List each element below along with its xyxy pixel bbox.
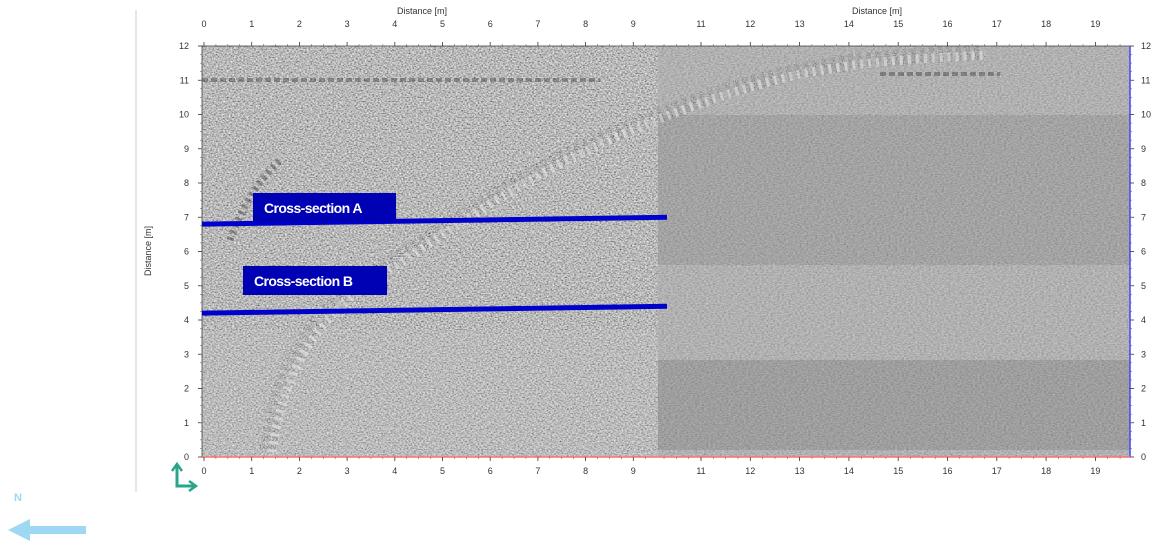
y-tick-label: 9: [1141, 144, 1146, 154]
x-tick-label: 3: [345, 19, 350, 29]
y-tick-label: 6: [184, 247, 189, 257]
x-tick-label: 6: [488, 19, 493, 29]
x-tick-label: 15: [893, 19, 903, 29]
y-tick-label: 2: [1141, 384, 1146, 394]
x-ticks-bottom: 0 1 2 3 4 5 6 7 8 9 11 12 13 14 15 16 17 18 19: [201, 457, 1121, 476]
x-tick-label: 19: [1090, 19, 1100, 29]
x-tick-label: 11: [696, 19, 705, 29]
x-tick-label: 8: [583, 466, 588, 476]
y-tick-label: 4: [1141, 315, 1146, 325]
x-tick-label: 4: [392, 19, 397, 29]
svg-text:Cross-section B: Cross-section B: [254, 273, 353, 289]
x-tick-label: 17: [992, 466, 1002, 476]
x-tick-label: 18: [1041, 466, 1051, 476]
x-tick-label: 15: [893, 466, 903, 476]
x-tick-label: 7: [535, 19, 540, 29]
y-tick-label: 11: [180, 75, 189, 85]
cross-section-a-label: Cross-section A: [253, 193, 396, 222]
x-axis-label-right: Distance [m]: [852, 6, 902, 16]
y-tick-label: 12: [179, 41, 189, 51]
cross-section-b-line: [201, 303, 668, 316]
x-tick-label: 7: [535, 466, 540, 476]
x-tick-label: 14: [844, 19, 854, 29]
x-tick-label: 12: [745, 19, 755, 29]
svg-text:Cross-section A: Cross-section A: [264, 200, 362, 216]
y-tick-label: 5: [184, 281, 189, 291]
x-tick-label: 5: [440, 466, 445, 476]
x-tick-label: 18: [1041, 19, 1051, 29]
y-tick-label: 5: [1141, 281, 1146, 291]
x-tick-label: 0: [201, 19, 206, 29]
x-tick-label: 1: [249, 19, 254, 29]
x-tick-label: 9: [631, 466, 636, 476]
y-tick-label: 12: [1141, 41, 1151, 51]
x-tick-label: 0: [201, 466, 206, 476]
y-tick-label: 2: [184, 384, 189, 394]
x-tick-label: 13: [795, 466, 805, 476]
x-tick-label: 6: [488, 466, 493, 476]
x-tick-label: 2: [297, 19, 302, 29]
y-tick-label: 10: [179, 110, 189, 120]
cross-section-a-line: [201, 214, 668, 227]
y-tick-label: 6: [1141, 247, 1146, 257]
x-axis-label-left: Distance [m]: [397, 6, 447, 16]
y-tick-label: 0: [184, 452, 189, 462]
x-tick-label: 14: [844, 466, 854, 476]
cross-section-b-label: Cross-section B: [243, 266, 387, 295]
x-tick-label: 11: [696, 466, 705, 476]
y-tick-label: 4: [184, 315, 189, 325]
x-tick-label: 1: [249, 466, 254, 476]
reflection-feature: [202, 44, 1000, 453]
x-tick-label: 8: [583, 19, 588, 29]
x-tick-label: 17: [992, 19, 1002, 29]
x-tick-label: 16: [942, 466, 952, 476]
y-tick-label: 1: [184, 418, 189, 428]
y-tick-label: 0: [1141, 452, 1146, 462]
y-tick-label: 11: [1141, 75, 1150, 85]
y-tick-label: 7: [184, 212, 189, 222]
y-tick-label: 3: [1141, 349, 1146, 359]
y-tick-label: 8: [184, 178, 189, 188]
y-axis-label: Distance [m]: [143, 226, 153, 276]
y-tick-label: 8: [1141, 178, 1146, 188]
x-tick-label: 19: [1090, 466, 1100, 476]
x-tick-label: 2: [297, 466, 302, 476]
x-tick-label: 16: [942, 19, 952, 29]
y-tick-label: 3: [184, 349, 189, 359]
axis-orientation-icon: [170, 461, 199, 493]
y-tick-label: 10: [1141, 110, 1151, 120]
radar-image-right: [658, 46, 1130, 457]
x-tick-label: 3: [345, 466, 350, 476]
radar-image-left: [202, 46, 658, 457]
x-tick-label: 5: [440, 19, 445, 29]
north-label: N: [14, 492, 22, 504]
x-ticks-top: 0 1 2 3 4 5 6 7 8 9 11 12 13 14 15 16 17 18 19: [201, 19, 1121, 46]
y-tick-label: 7: [1141, 212, 1146, 222]
x-tick-label: 9: [631, 19, 636, 29]
x-tick-label: 4: [392, 466, 397, 476]
x-tick-label: 12: [745, 466, 755, 476]
y-tick-label: 9: [184, 144, 189, 154]
y-tick-label: 1: [1141, 418, 1146, 428]
x-tick-label: 13: [795, 19, 805, 29]
north-arrow-icon: N: [8, 492, 86, 541]
